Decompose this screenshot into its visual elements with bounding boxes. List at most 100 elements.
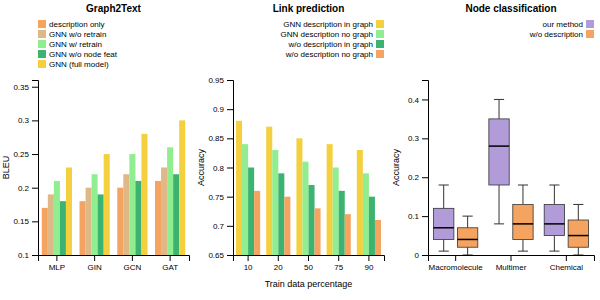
x-tick: MLP (49, 255, 65, 272)
box-body (457, 228, 477, 247)
legend-item: description only (38, 20, 105, 29)
bar (123, 174, 129, 255)
legend-item: GNN w/o node feat (38, 50, 118, 59)
legend-item: w/o description (529, 30, 594, 39)
x-tick-label: 20 (274, 263, 283, 272)
legend-label: GNN w/ retrain (49, 40, 102, 49)
x-tick-label: 90 (364, 263, 373, 272)
y-tick: 0.8 (213, 164, 233, 173)
y-axis: 0.650.70.750.80.850.90.95 (208, 76, 233, 260)
box (568, 204, 588, 255)
y-tick: 0.3 (18, 116, 38, 125)
bar (296, 138, 302, 255)
lower-whisker (443, 239, 444, 251)
x-tick-mark (132, 255, 133, 261)
y-tick-mark (32, 221, 38, 222)
x-tick-mark (368, 255, 369, 261)
x-tick-mark (94, 255, 95, 261)
y-tick-label: 0.2 (408, 173, 420, 182)
x-tick: Macromolecule (429, 255, 484, 272)
upper-whisker (467, 216, 468, 228)
upper-cap (549, 185, 559, 186)
y-tick-mark (32, 255, 38, 256)
x-tick-label: GCN (123, 263, 141, 272)
lower-whisker (467, 247, 468, 255)
bar (327, 144, 333, 255)
legend-label: w/o description no graph (285, 50, 373, 59)
legend-item: GNN description no graph (281, 30, 385, 39)
x-tick-mark (308, 255, 309, 261)
bar (375, 220, 381, 255)
x-tick: GAT (162, 255, 178, 272)
bar-series (236, 121, 363, 255)
box (434, 185, 454, 251)
legend-label: GNN w/o retrain (49, 30, 106, 39)
y-tick-mark (32, 87, 38, 88)
box-body (489, 119, 509, 185)
chart: Graph2Text0.10.150.20.250.30.35MLPGINGCN… (1, 3, 190, 272)
bar (236, 121, 242, 255)
bar (272, 150, 278, 255)
median (513, 223, 533, 225)
y-tick-mark (227, 255, 233, 256)
y-tick-label: 0 (415, 251, 420, 260)
bar-series (54, 147, 173, 255)
bar (363, 173, 369, 255)
bar (339, 191, 345, 255)
legend-swatch (376, 30, 384, 38)
x-tick-label: GAT (162, 263, 178, 272)
y-tick-mark (227, 168, 233, 169)
legend-item: w/o description in graph (288, 40, 385, 49)
bar (60, 201, 66, 255)
median (568, 235, 588, 237)
y-axis-title: Accuracy (391, 148, 401, 186)
bar (42, 208, 48, 255)
legend-swatch (586, 20, 594, 28)
chart: Node classification00.10.20.30.4Macromol… (391, 3, 595, 272)
legend-label: description only (49, 20, 105, 29)
y-tick-mark (32, 154, 38, 155)
y-tick: 0.3 (408, 134, 428, 143)
legend-swatch (38, 40, 46, 48)
bar (345, 214, 351, 255)
legend-swatch (38, 20, 46, 28)
legend-swatch (376, 40, 384, 48)
bar (54, 181, 60, 255)
chart-title: Graph2Text (86, 3, 141, 14)
x-axis: MacromoleculeMultimerChemical (429, 255, 595, 272)
x-tick-label: 75 (334, 263, 343, 272)
y-tick-label: 0.1 (18, 251, 30, 260)
upper-cap (439, 185, 449, 186)
bar (117, 188, 123, 255)
box (489, 99, 509, 223)
y-tick-label: 0.95 (208, 76, 224, 85)
bar (161, 168, 167, 256)
x-tick-label: Chemical (550, 263, 584, 272)
bar (315, 208, 321, 255)
median (489, 145, 509, 147)
lower-whisker (522, 239, 523, 251)
bar (155, 181, 161, 255)
x-axis-line (39, 256, 190, 262)
y-tick: 0.15 (13, 217, 38, 226)
y-tick-label: 0.65 (208, 251, 224, 260)
bar (254, 191, 260, 255)
box-body (568, 220, 588, 247)
bar (141, 134, 147, 255)
upper-cap (518, 185, 528, 186)
x-axis: 1020507590 (234, 255, 385, 272)
bar (104, 154, 110, 255)
legend-item: our method (543, 20, 594, 29)
median (434, 227, 454, 229)
lower-whisker (554, 236, 555, 252)
upper-whisker (522, 185, 523, 204)
lower-cap (494, 223, 504, 224)
median (457, 239, 477, 241)
box-body (434, 208, 454, 239)
legend: our methodw/o description (529, 20, 594, 39)
y-tick: 0.1 (18, 251, 38, 260)
y-tick-label: 0.9 (213, 105, 225, 114)
upper-cap (573, 204, 583, 205)
bar (284, 197, 290, 255)
bar (242, 144, 248, 255)
